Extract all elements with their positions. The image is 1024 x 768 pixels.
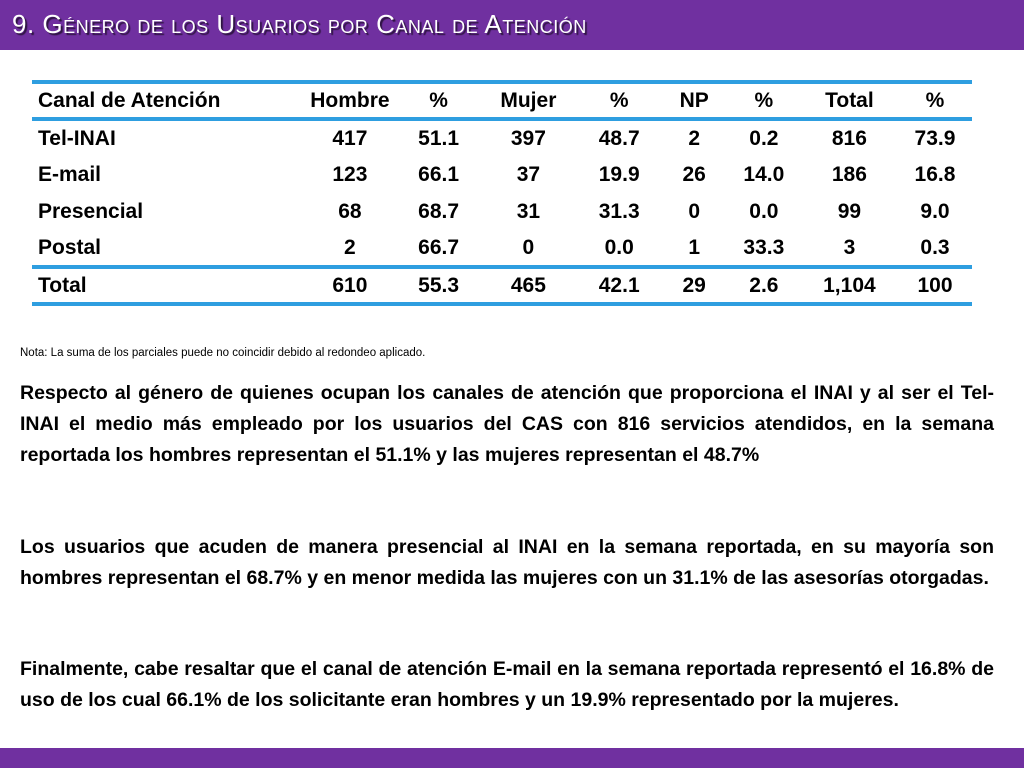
- header-men: Hombre: [310, 88, 390, 112]
- header-np: NP: [679, 88, 709, 112]
- cell-women: 0: [522, 235, 535, 259]
- cell-np: 0: [688, 199, 701, 223]
- cell-women: 465: [510, 273, 546, 297]
- title-bar: 9. Género de los Usuarios por Canal de A…: [0, 0, 1024, 50]
- paragraph-email: Finalmente, cabe resaltar que el canal d…: [20, 658, 994, 711]
- cell-channel: Tel-INAI: [38, 126, 116, 150]
- cell-total: 816: [831, 126, 867, 150]
- cell-men-pct: 66.1: [418, 162, 460, 186]
- cell-total-pct: 73.9: [914, 126, 956, 150]
- cell-men: 123: [332, 162, 368, 186]
- cell-total: 3: [843, 235, 856, 259]
- cell-women: 397: [510, 126, 546, 150]
- cell-channel: Presencial: [38, 199, 144, 223]
- table-row: Presencial 68 68.7 31 31.3 0 0.0 99 9.0: [32, 193, 972, 230]
- paragraph-presencial: Los usuarios que acuden de manera presen…: [20, 536, 994, 589]
- header-channel: Canal de Atención: [38, 88, 221, 112]
- cell-women-pct: 42.1: [598, 273, 640, 297]
- cell-total: 186: [831, 162, 867, 186]
- cell-total-pct: 100: [917, 273, 953, 297]
- header-np-pct: %: [754, 88, 774, 112]
- cell-total-pct: 0.3: [920, 235, 950, 259]
- cell-np-pct: 2.6: [749, 273, 779, 297]
- cell-men: 610: [332, 273, 368, 297]
- paragraph-tel-inai: Respecto al género de quienes ocupan los…: [20, 382, 994, 466]
- cell-women: 37: [516, 162, 541, 186]
- rounding-note: Nota: La suma de los parciales puede no …: [20, 347, 426, 359]
- cell-np: 26: [682, 162, 706, 186]
- cell-men-pct: 55.3: [418, 273, 460, 297]
- table-row: Postal 2 66.7 0 0.0 1 33.3 3 0.3: [32, 230, 972, 267]
- cell-np-pct: 14.0: [743, 162, 785, 186]
- cell-np: 1: [688, 235, 701, 259]
- header-total: Total: [825, 88, 874, 112]
- cell-total-pct: 16.8: [914, 162, 956, 186]
- table-header-row: Canal de Atención Hombre % Mujer % NP % …: [32, 82, 972, 119]
- bottom-bar: [0, 748, 1024, 768]
- header-women: Mujer: [500, 88, 557, 112]
- cell-total: 1,104: [823, 273, 876, 297]
- cell-total-pct: 9.0: [920, 199, 950, 223]
- cell-men-pct: 51.1: [418, 126, 460, 150]
- cell-np: 2: [688, 126, 701, 150]
- cell-np-pct: 0.0: [749, 199, 779, 223]
- slide-title: 9. Género de los Usuarios por Canal de A…: [12, 9, 587, 39]
- cell-men-pct: 66.7: [418, 235, 460, 259]
- cell-channel: E-mail: [38, 162, 102, 186]
- header-total-pct: %: [925, 88, 945, 112]
- cell-women-pct: 19.9: [598, 162, 640, 186]
- cell-men: 417: [332, 126, 368, 150]
- header-women-pct: %: [609, 88, 629, 112]
- gender-by-channel-table: Canal de Atención Hombre % Mujer % NP % …: [32, 80, 972, 306]
- cell-total: 99: [837, 199, 862, 223]
- table-row: Tel-INAI 417 51.1 397 48.7 2 0.2 816 73.…: [32, 119, 972, 156]
- cell-men: 68: [338, 199, 362, 223]
- cell-women: 31: [516, 199, 541, 223]
- cell-np-pct: 0.2: [749, 126, 779, 150]
- cell-women-pct: 48.7: [598, 126, 640, 150]
- cell-women-pct: 0.0: [604, 235, 634, 259]
- cell-channel: Postal: [38, 235, 102, 259]
- cell-men: 2: [344, 235, 356, 259]
- table-total-row: Total 610 55.3 465 42.1 29 2.6 1,104 100: [32, 267, 972, 304]
- cell-men-pct: 68.7: [418, 199, 460, 223]
- cell-np-pct: 33.3: [743, 235, 785, 259]
- cell-np: 29: [682, 273, 706, 297]
- cell-women-pct: 31.3: [598, 199, 640, 223]
- header-men-pct: %: [429, 88, 448, 112]
- cell-channel: Total: [38, 273, 87, 297]
- table-row: E-mail 123 66.1 37 19.9 26 14.0 186 16.8: [32, 156, 972, 193]
